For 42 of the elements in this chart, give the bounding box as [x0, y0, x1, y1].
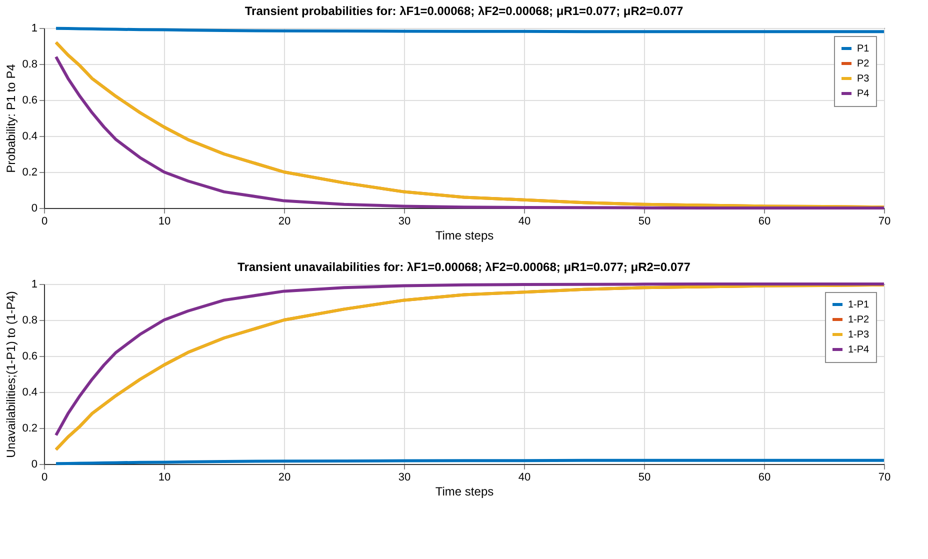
- y-axis-title: Unavailabilities;(1-P1) to (1-P4): [4, 291, 18, 458]
- y-tick-label: 0: [31, 202, 38, 214]
- x-tick-label: 40: [518, 216, 531, 228]
- y-tick-label: 1: [31, 22, 38, 34]
- x-tick-label: 40: [518, 472, 531, 484]
- legend-label: 1-P2: [848, 314, 870, 326]
- x-axis-title: Time steps: [435, 228, 494, 242]
- y-tick-label: 0.8: [22, 314, 38, 326]
- x-tick-label: 0: [41, 216, 48, 228]
- x-tick-label: 20: [278, 216, 291, 228]
- x-tick-label: 10: [158, 472, 171, 484]
- chart-title: Transient probabilities for: λF1=0.00068; λF2=0.00068; μR1=0.077; μR2=0.077: [244, 4, 684, 18]
- x-tick-label: 30: [398, 216, 411, 228]
- legend-label: 1-P1: [848, 300, 870, 310]
- y-tick-label: 0.8: [22, 58, 38, 70]
- y-tick-label: 0.6: [22, 350, 38, 362]
- legend-label: P3: [857, 74, 870, 84]
- x-axis-title: Time steps: [435, 484, 494, 498]
- x-tick-label: 50: [638, 216, 651, 228]
- y-tick-label: 0.6: [22, 94, 38, 106]
- y-tick-label: 1: [31, 278, 38, 290]
- x-tick-label: 0: [41, 472, 48, 484]
- y-tick-label: 0.2: [22, 422, 38, 434]
- x-tick-label: 10: [158, 216, 171, 228]
- legend-label: P1: [857, 44, 870, 54]
- chart-title: Transient unavailabilities for: λF1=0.00068; λF2=0.00068; μR1=0.077; μR2=0.077: [238, 260, 691, 274]
- x-tick-label: 20: [278, 472, 291, 484]
- y-tick-label: 0: [31, 458, 38, 470]
- legend-label: P2: [857, 58, 870, 70]
- x-tick-label: 70: [878, 472, 891, 484]
- x-tick-label: 60: [758, 472, 771, 484]
- legend-label: P4: [857, 88, 870, 100]
- x-tick-label: 60: [758, 216, 771, 228]
- y-tick-label: 0.4: [22, 130, 38, 142]
- x-tick-label: 70: [878, 216, 891, 228]
- x-tick-label: 30: [398, 472, 411, 484]
- y-axis-title: Probability: P1 to P4: [4, 64, 18, 173]
- legend-label: 1-P3: [848, 330, 870, 340]
- legend-label: 1-P4: [848, 344, 870, 356]
- y-tick-label: 0.4: [22, 386, 38, 398]
- y-tick-label: 0.2: [22, 166, 38, 178]
- x-tick-label: 50: [638, 472, 651, 484]
